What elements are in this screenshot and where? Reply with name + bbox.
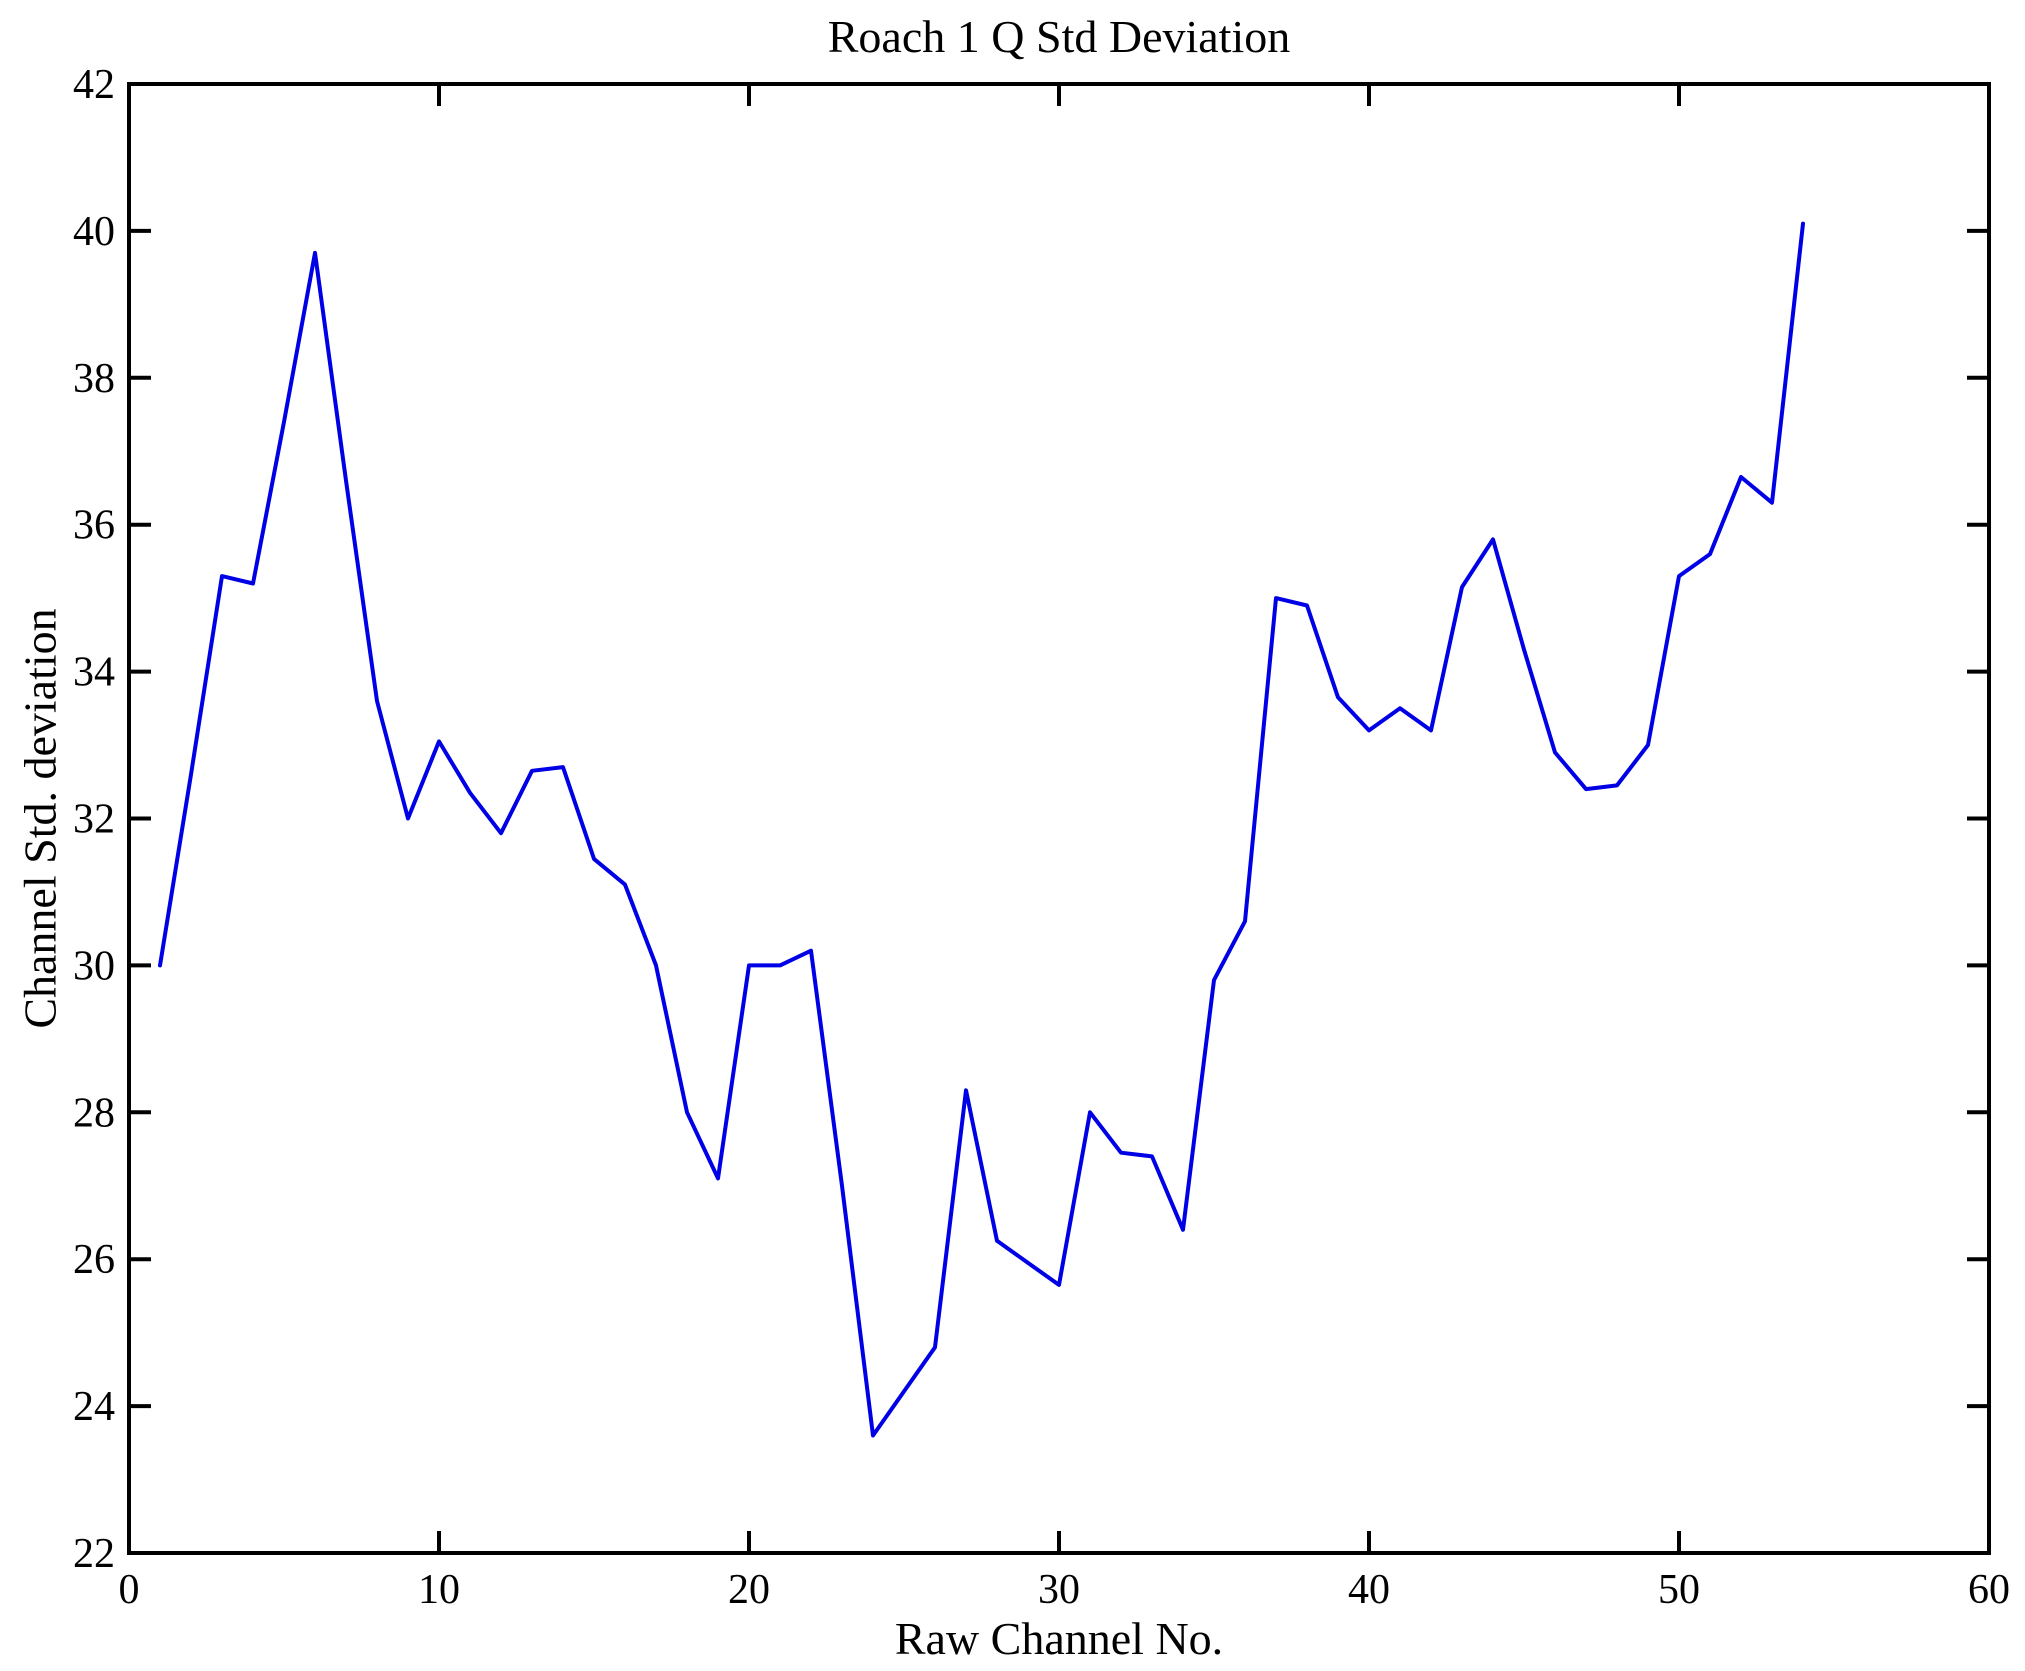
x-tick-label: 30 — [1038, 1567, 1080, 1613]
y-tick-label: 26 — [73, 1237, 115, 1283]
y-tick-label: 22 — [73, 1531, 115, 1577]
x-axis-label: Raw Channel No. — [894, 1613, 1224, 1664]
x-tick-label: 50 — [1658, 1567, 1700, 1613]
x-tick-label: 40 — [1348, 1567, 1390, 1613]
data-line-series — [158, 221, 1805, 1438]
y-tick-label: 32 — [73, 797, 115, 843]
y-tick-label: 42 — [73, 62, 115, 108]
y-axis-label: Channel Std. deviation — [14, 608, 66, 1029]
y-tick-label: 24 — [73, 1384, 115, 1430]
y-tick-label: 38 — [73, 356, 115, 402]
y-tick-label: 34 — [73, 650, 115, 696]
y-tick-label: 36 — [73, 503, 115, 549]
y-tick-label: 28 — [73, 1090, 115, 1136]
y-tick-label: 30 — [73, 943, 115, 989]
x-tick-label: 0 — [119, 1567, 140, 1613]
x-tick-label: 10 — [418, 1567, 460, 1613]
x-tick-label: 60 — [1968, 1567, 2010, 1613]
y-tick-label: 40 — [73, 209, 115, 255]
x-tick-label: 20 — [728, 1567, 770, 1613]
chart-title: Roach 1 Q Std Deviation — [827, 11, 1291, 62]
